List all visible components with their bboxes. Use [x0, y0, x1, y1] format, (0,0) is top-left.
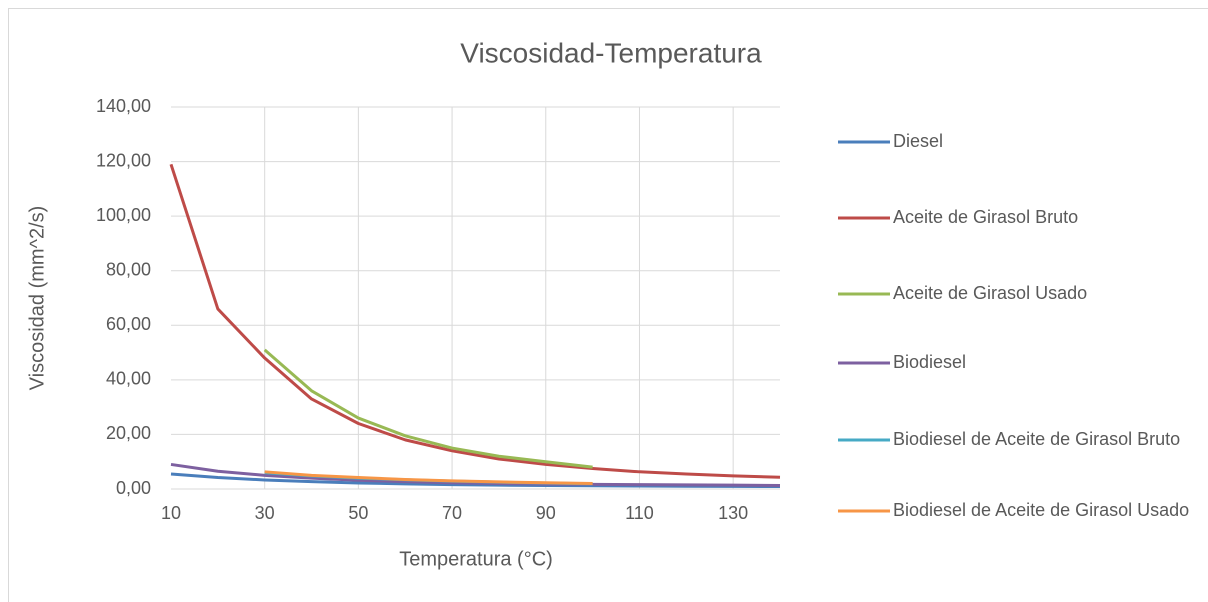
- chart-border: [8, 8, 1208, 602]
- x-tick-label: 130: [718, 503, 748, 523]
- y-axis-label: Viscosidad (mm^2/s): [26, 206, 48, 391]
- legend-label: Diesel: [893, 131, 944, 151]
- x-tick-label: 90: [536, 503, 556, 523]
- y-tick-label: 60,00: [106, 314, 151, 334]
- y-tick-label: 80,00: [106, 259, 151, 279]
- legend-label: Aceite de Girasol Bruto: [893, 207, 1079, 227]
- x-tick-label: 70: [442, 503, 462, 523]
- y-tick-label: 100,00: [96, 205, 151, 225]
- y-tick-label: 0,00: [116, 478, 151, 498]
- x-axis-label: Temperatura (°C): [399, 548, 553, 570]
- x-tick-label: 30: [255, 503, 275, 523]
- series-line: [264, 470, 593, 486]
- x-tick-label: 10: [161, 503, 181, 523]
- legend-label: Biodiesel de Aceite de Girasol Bruto: [893, 429, 1181, 449]
- legend-label: Biodiesel de Aceite de Girasol Usado: [893, 500, 1190, 520]
- y-tick-label: 120,00: [96, 150, 151, 170]
- y-tick-label: 140,00: [96, 96, 151, 116]
- y-tick-label: 20,00: [106, 423, 151, 443]
- x-tick-label: 110: [625, 503, 654, 523]
- series-line: [170, 462, 781, 487]
- x-tick-label: 50: [348, 503, 368, 523]
- legend-label: Biodiesel: [893, 352, 967, 372]
- legend-label: Aceite de Girasol Usado: [893, 283, 1088, 303]
- y-tick-label: 40,00: [106, 369, 151, 389]
- chart-title: Viscosidad-Temperatura: [460, 37, 762, 68]
- series-line: [169, 163, 781, 479]
- series-line: [263, 348, 593, 469]
